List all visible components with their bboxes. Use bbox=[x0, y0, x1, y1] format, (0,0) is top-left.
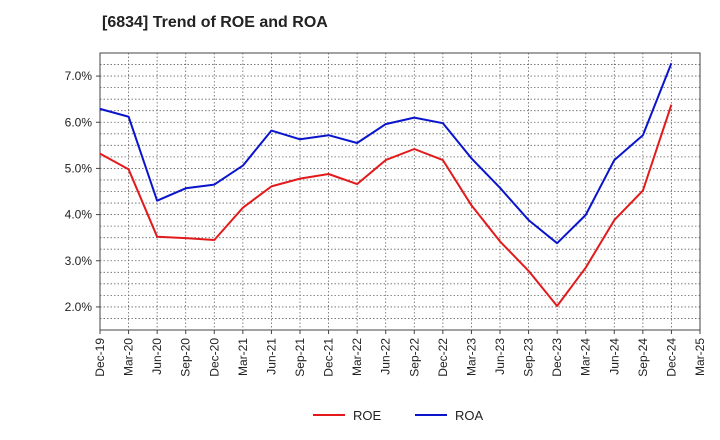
y-tick-label: 2.0% bbox=[65, 300, 93, 314]
x-tick-label: Dec-19 bbox=[93, 338, 107, 377]
legend-label-roe: ROE bbox=[353, 408, 382, 423]
legend: ROE ROA bbox=[313, 408, 484, 423]
x-tick-label: Dec-20 bbox=[207, 338, 221, 377]
x-tick-label: Sep-22 bbox=[407, 338, 421, 377]
y-tick-label: 3.0% bbox=[65, 254, 93, 268]
plot-frame bbox=[99, 52, 701, 331]
series-lines bbox=[99, 62, 673, 307]
x-tick-label: Dec-23 bbox=[550, 338, 564, 377]
x-tick-label: Mar-22 bbox=[350, 338, 364, 376]
grid bbox=[100, 53, 700, 330]
y-tick-label: 6.0% bbox=[65, 115, 93, 129]
x-tick-label: Sep-24 bbox=[636, 338, 650, 377]
x-tick-label: Dec-24 bbox=[664, 338, 678, 377]
x-axis-ticks: Dec-19 Mar-20 Jun-20 Sep-20 Dec-20 Mar-21 Jun-… bbox=[93, 330, 707, 377]
x-tick-label: Jun-24 bbox=[607, 338, 621, 375]
x-tick-label: Jun-20 bbox=[150, 338, 164, 375]
series-line-roa bbox=[99, 62, 673, 245]
y-tick-label: 5.0% bbox=[65, 161, 93, 175]
x-tick-label: Jun-23 bbox=[493, 338, 507, 375]
x-tick-label: Jun-22 bbox=[379, 338, 393, 375]
x-tick-label: Mar-20 bbox=[122, 338, 136, 376]
chart-title: [6834] Trend of ROE and ROA bbox=[102, 14, 328, 31]
x-tick-label: Mar-25 bbox=[693, 338, 707, 376]
x-tick-label: Dec-21 bbox=[322, 338, 336, 377]
x-tick-label: Dec-22 bbox=[436, 338, 450, 377]
legend-label-roa: ROA bbox=[455, 408, 484, 423]
y-axis-ticks: 2.0% 3.0% 4.0% 5.0% 6.0% 7.0% bbox=[65, 69, 100, 314]
x-tick-label: Sep-20 bbox=[179, 338, 193, 377]
y-tick-label: 4.0% bbox=[65, 208, 93, 222]
x-tick-label: Sep-21 bbox=[293, 338, 307, 377]
x-tick-label: Mar-24 bbox=[579, 338, 593, 376]
y-tick-label: 7.0% bbox=[65, 69, 93, 83]
x-tick-label: Mar-23 bbox=[464, 338, 478, 376]
x-tick-label: Mar-21 bbox=[236, 338, 250, 376]
x-tick-label: Sep-23 bbox=[522, 338, 536, 377]
x-tick-label: Jun-21 bbox=[264, 338, 278, 375]
series-line-roe bbox=[99, 104, 673, 307]
